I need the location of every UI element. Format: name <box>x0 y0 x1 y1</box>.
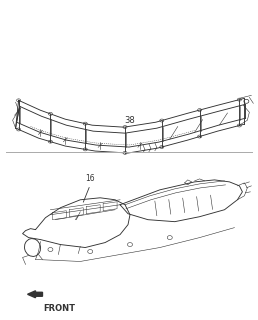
Text: FRONT: FRONT <box>43 304 75 313</box>
Text: 16: 16 <box>85 174 95 183</box>
Text: 38: 38 <box>125 116 135 125</box>
FancyArrow shape <box>28 291 43 298</box>
